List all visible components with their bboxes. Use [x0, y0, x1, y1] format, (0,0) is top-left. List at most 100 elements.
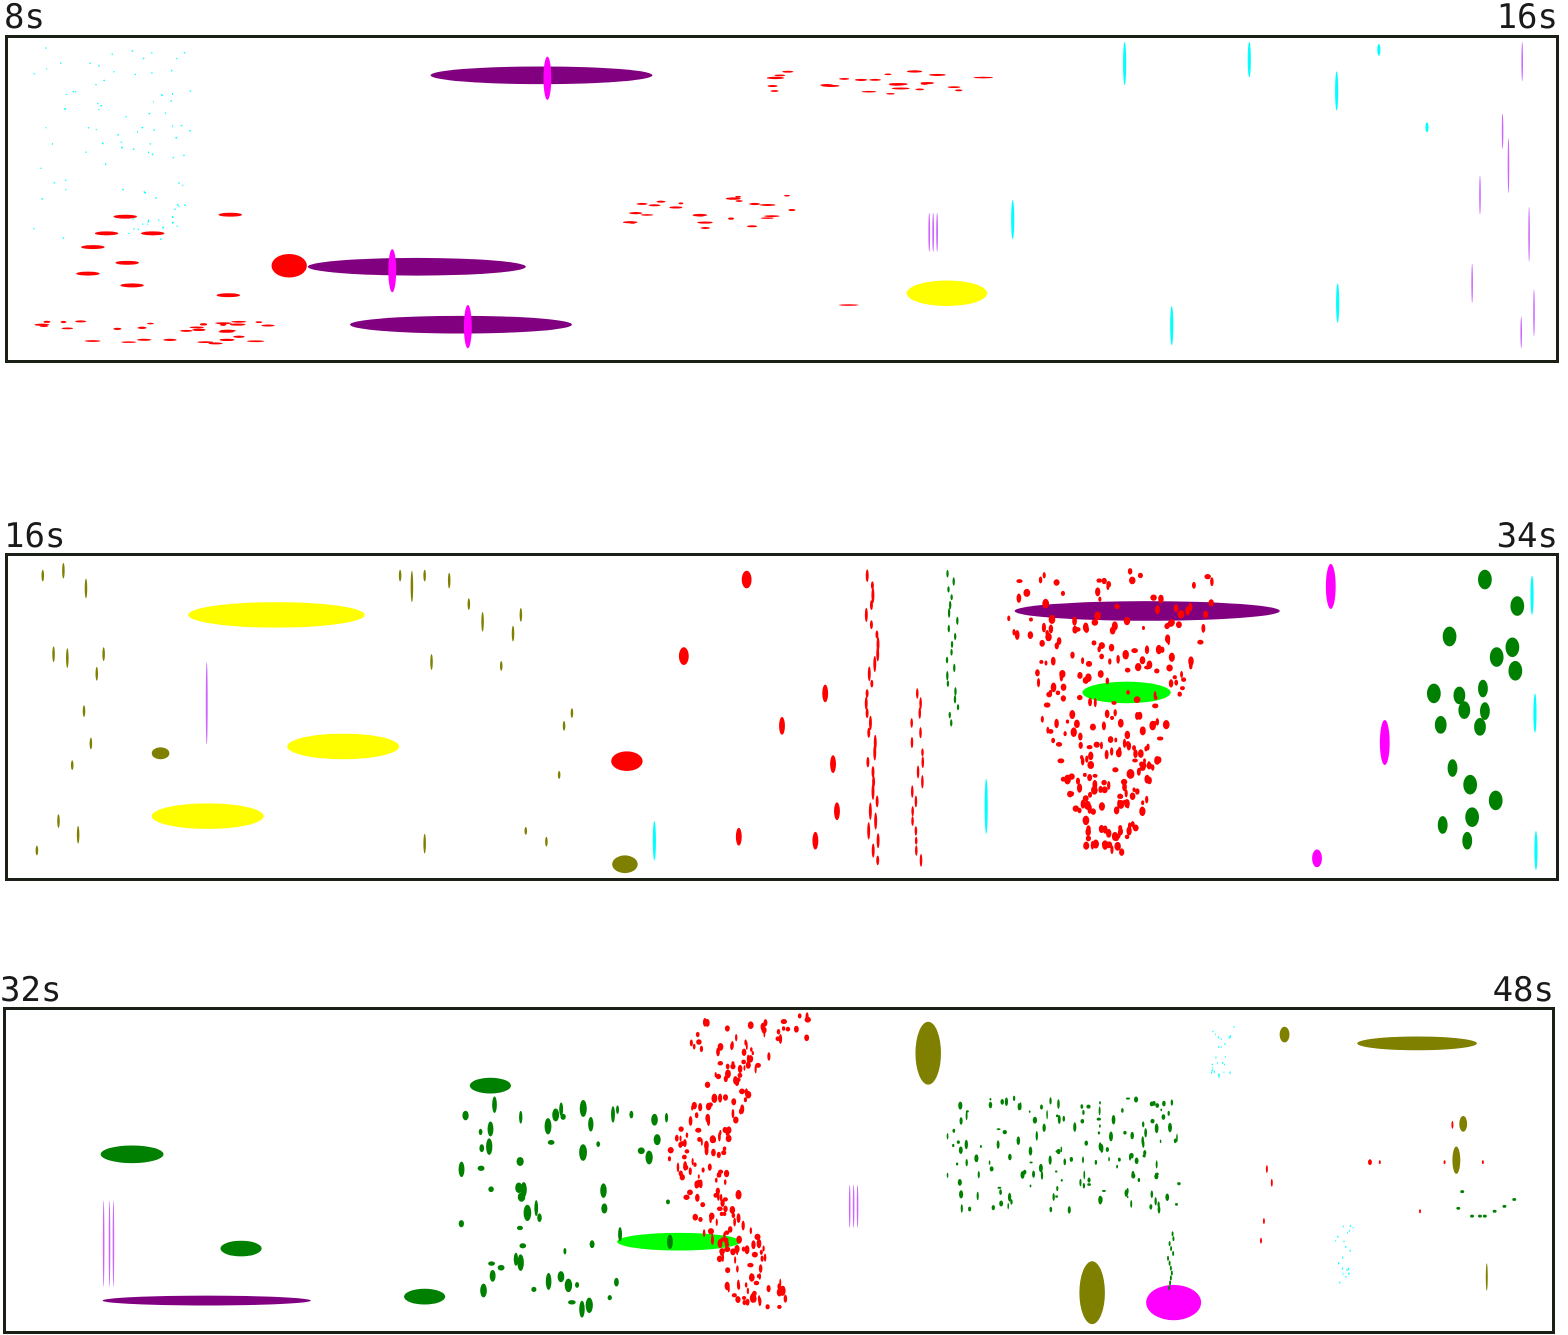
olive-stroke [76, 825, 80, 844]
violet-stroke [1521, 41, 1523, 82]
cyan-dot [1218, 1045, 1220, 1049]
red-dot [1098, 785, 1103, 793]
green-dot [1109, 1131, 1113, 1142]
red-dot [706, 1117, 711, 1127]
cyan-dot [132, 148, 135, 151]
green-dot [1038, 1163, 1043, 1173]
red-dash [261, 324, 275, 327]
red-dot [1082, 795, 1089, 802]
red-dot [757, 1295, 761, 1303]
olive-ellipse [915, 1021, 941, 1085]
green-dot [1177, 1182, 1181, 1186]
red-dash [137, 326, 147, 329]
cyan-stroke [1533, 693, 1537, 733]
green-ellipse [1465, 807, 1480, 827]
red-dash [906, 70, 923, 73]
red-dash [864, 607, 868, 622]
red-dot [1135, 711, 1140, 720]
red-dot [1154, 605, 1160, 615]
red-dot [777, 1304, 782, 1310]
green-dot [1155, 1160, 1158, 1169]
green-dot [492, 1096, 497, 1113]
red-dot [1007, 615, 1011, 622]
red-dot [1367, 1159, 1372, 1166]
red-dot [725, 1130, 730, 1136]
green-dot [517, 1192, 526, 1202]
red-dot [756, 1238, 762, 1249]
green-ellipse [1488, 790, 1503, 811]
red-dot [763, 1028, 766, 1038]
red-dot [724, 1230, 730, 1235]
red-dash [871, 843, 875, 858]
green-dot [579, 1100, 587, 1117]
cyan-dot [1217, 1061, 1218, 1065]
red-dot [676, 1162, 680, 1173]
red-dot [1122, 782, 1127, 792]
violet-stroke [936, 212, 938, 253]
cyan-dot [171, 215, 174, 218]
red-dot [1173, 604, 1179, 613]
red-dot [705, 1102, 712, 1111]
red-dot [736, 1265, 739, 1273]
green-dot [1169, 1280, 1172, 1286]
olive-stroke [511, 625, 515, 642]
red-dash [868, 715, 872, 731]
red-dash [94, 231, 119, 236]
cyan-dot [1213, 1070, 1215, 1074]
red-dot [1041, 622, 1046, 633]
red-dot [1098, 802, 1105, 811]
red-dot [746, 1287, 750, 1295]
timeline-panel-3 [3, 1007, 1555, 1334]
red-dot [1203, 610, 1209, 619]
red-dot [747, 1021, 754, 1030]
cyan-dot [171, 125, 174, 127]
red-dot [744, 1039, 747, 1046]
red-dot [1181, 677, 1187, 682]
red-dash [693, 214, 698, 217]
green-dot [666, 1199, 670, 1205]
red-dot [747, 1055, 754, 1063]
red-dot [704, 1081, 711, 1088]
olive-stroke [89, 737, 93, 750]
red-dot [727, 1226, 733, 1233]
cyan-dot [65, 179, 67, 182]
red-dash [854, 78, 868, 81]
green-dot [1130, 1200, 1133, 1208]
panel-1-marks [33, 41, 1535, 349]
red-dash [233, 335, 245, 338]
red-dash [774, 74, 786, 77]
violet-stroke [928, 212, 931, 253]
red-dash [208, 342, 223, 345]
cyan-dot [149, 143, 152, 145]
cyan-dot [178, 182, 180, 184]
cyan-dot [65, 189, 67, 191]
red-dash [869, 78, 881, 81]
red-dot [1201, 623, 1206, 633]
red-dot [1265, 1165, 1268, 1173]
olive-stroke [423, 569, 426, 582]
green-dot [664, 1112, 669, 1123]
cyan-dot [136, 131, 139, 133]
red-dot [1197, 639, 1204, 645]
cyan-stroke [1247, 41, 1251, 78]
green-dot [1142, 1121, 1145, 1128]
green-dot [563, 1247, 567, 1255]
cyan-dot [1342, 1272, 1344, 1276]
red-dot [762, 1245, 765, 1252]
red-dot [753, 1280, 760, 1286]
cyan-dot [1225, 1055, 1227, 1058]
red-dot [1092, 773, 1098, 778]
red-dot [1191, 581, 1196, 589]
cyan-dot [1217, 1036, 1220, 1039]
red-dot [1101, 721, 1106, 731]
cyan-dot [53, 182, 56, 184]
red-dot [1063, 731, 1067, 737]
green-dot [959, 1190, 964, 1199]
red-dot [1083, 841, 1090, 850]
red-dot [718, 1093, 723, 1103]
green-dash [948, 600, 952, 610]
green-dot [979, 1144, 982, 1148]
red-dot [697, 1174, 700, 1179]
olive-stroke [570, 708, 574, 718]
green-dot [1141, 1136, 1144, 1146]
